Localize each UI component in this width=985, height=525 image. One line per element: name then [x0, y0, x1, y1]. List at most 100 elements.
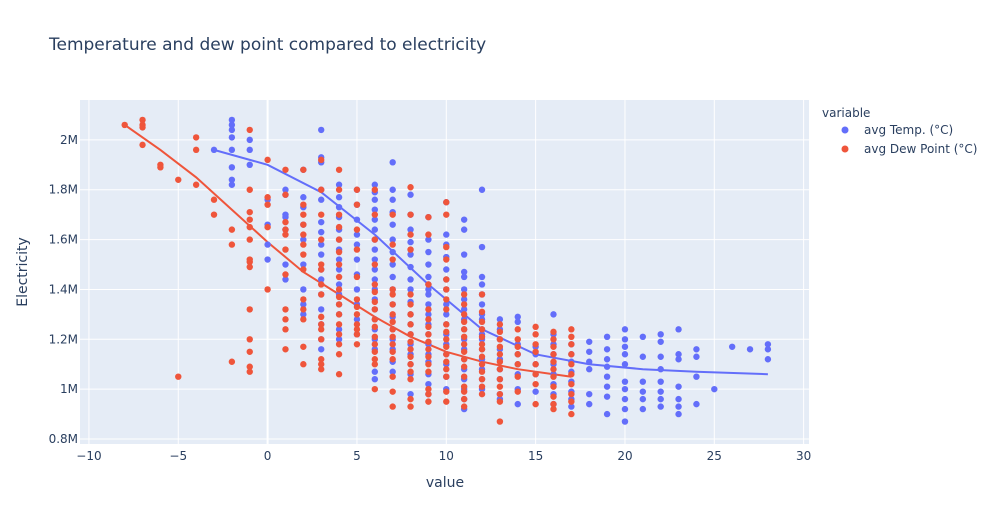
data-point — [389, 261, 396, 268]
data-point — [621, 361, 629, 368]
data-point — [335, 181, 343, 188]
data-point — [514, 361, 521, 368]
x-tick-label: 15 — [528, 449, 543, 463]
data-point — [675, 410, 682, 418]
data-point — [478, 333, 486, 341]
data-point — [496, 383, 504, 390]
data-point — [335, 286, 343, 293]
data-point — [514, 388, 521, 395]
data-point — [353, 321, 361, 328]
data-point — [318, 361, 325, 368]
data-point — [496, 351, 504, 358]
data-point — [192, 134, 200, 141]
data-point — [318, 241, 325, 248]
data-point — [335, 248, 343, 256]
data-point — [443, 256, 450, 263]
data-point — [318, 261, 325, 268]
data-point — [318, 156, 325, 164]
data-point — [371, 211, 379, 218]
data-point — [514, 318, 521, 326]
data-point — [550, 311, 557, 318]
chart-title: Temperature and dew point compared to el… — [48, 35, 486, 55]
data-point — [711, 385, 718, 393]
legend-item-1[interactable]: avg Dew Point (°C) — [841, 142, 978, 156]
data-point — [443, 311, 450, 318]
data-point — [675, 356, 682, 363]
legend[interactable]: variable avg Temp. (°C) avg Dew Point (°C… — [822, 106, 978, 156]
data-point — [300, 166, 307, 173]
data-point — [550, 351, 557, 358]
data-point — [318, 291, 325, 298]
data-point — [568, 403, 575, 410]
data-point — [318, 306, 325, 313]
data-point — [460, 226, 468, 233]
data-point — [371, 216, 379, 223]
data-point — [282, 231, 289, 238]
data-point — [532, 341, 539, 348]
legend-title: variable — [822, 106, 870, 120]
data-point — [425, 213, 432, 221]
data-point — [693, 353, 700, 360]
data-point — [192, 181, 200, 188]
data-point — [371, 186, 379, 193]
data-point — [568, 390, 575, 398]
data-point — [335, 261, 343, 268]
data-point — [389, 221, 396, 228]
data-point — [246, 126, 253, 134]
x-axis-label: value — [426, 475, 464, 491]
data-point — [264, 223, 271, 231]
data-point — [389, 236, 396, 243]
data-point — [371, 246, 379, 253]
data-point — [246, 306, 253, 313]
data-point — [353, 341, 361, 348]
data-point — [496, 375, 504, 383]
scatter-points — [121, 116, 772, 425]
data-point — [478, 308, 486, 316]
data-point — [425, 390, 432, 398]
y-tick-label: 1.4M — [49, 282, 78, 296]
data-point — [318, 313, 325, 321]
data-point — [657, 353, 664, 360]
data-point — [514, 400, 521, 408]
data-point — [514, 313, 521, 321]
data-point — [550, 358, 557, 365]
data-point — [335, 371, 343, 378]
data-point — [389, 159, 396, 166]
data-point — [532, 348, 539, 355]
data-point — [389, 348, 396, 355]
data-point — [496, 316, 504, 323]
data-point — [532, 331, 539, 338]
data-point — [407, 375, 414, 383]
data-point — [443, 231, 450, 238]
data-point — [407, 286, 414, 293]
data-point — [264, 241, 271, 248]
data-point — [371, 333, 379, 341]
data-point — [228, 146, 236, 154]
data-point — [460, 318, 468, 326]
data-point — [139, 116, 146, 124]
data-point — [621, 418, 629, 425]
data-point — [353, 256, 361, 263]
data-point — [478, 186, 486, 193]
data-point — [693, 346, 700, 353]
data-point — [228, 181, 236, 188]
data-point — [443, 343, 450, 350]
data-point — [371, 341, 379, 348]
data-point — [282, 218, 289, 226]
data-point — [300, 241, 307, 248]
legend-item-0[interactable]: avg Temp. (°C) — [841, 123, 954, 137]
data-point — [264, 256, 271, 263]
x-axis-ticks: −10 −5 0 5 10 15 20 25 30 — [76, 449, 811, 463]
data-point — [532, 388, 539, 395]
data-point — [228, 134, 236, 141]
data-point — [335, 336, 343, 343]
data-point — [425, 273, 432, 281]
data-point — [335, 236, 343, 243]
data-point — [675, 403, 682, 410]
data-point — [568, 380, 575, 388]
data-point — [657, 395, 664, 403]
data-point — [318, 366, 325, 373]
data-point — [318, 228, 325, 236]
data-point — [443, 211, 450, 218]
